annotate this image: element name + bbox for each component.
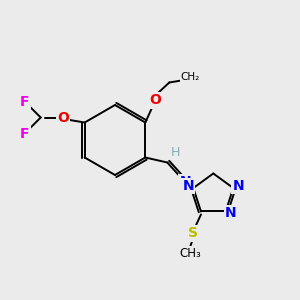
Text: CH₃: CH₃ xyxy=(179,247,201,260)
Text: O: O xyxy=(149,94,161,107)
Text: CH₂: CH₂ xyxy=(181,71,200,82)
Text: N: N xyxy=(232,179,244,193)
Text: O: O xyxy=(57,110,69,124)
Text: S: S xyxy=(188,226,198,241)
Text: H: H xyxy=(171,146,180,159)
Text: F: F xyxy=(20,127,29,140)
Text: N: N xyxy=(225,206,236,220)
Text: N: N xyxy=(182,179,194,193)
Text: N: N xyxy=(179,176,191,190)
Text: F: F xyxy=(20,94,29,109)
